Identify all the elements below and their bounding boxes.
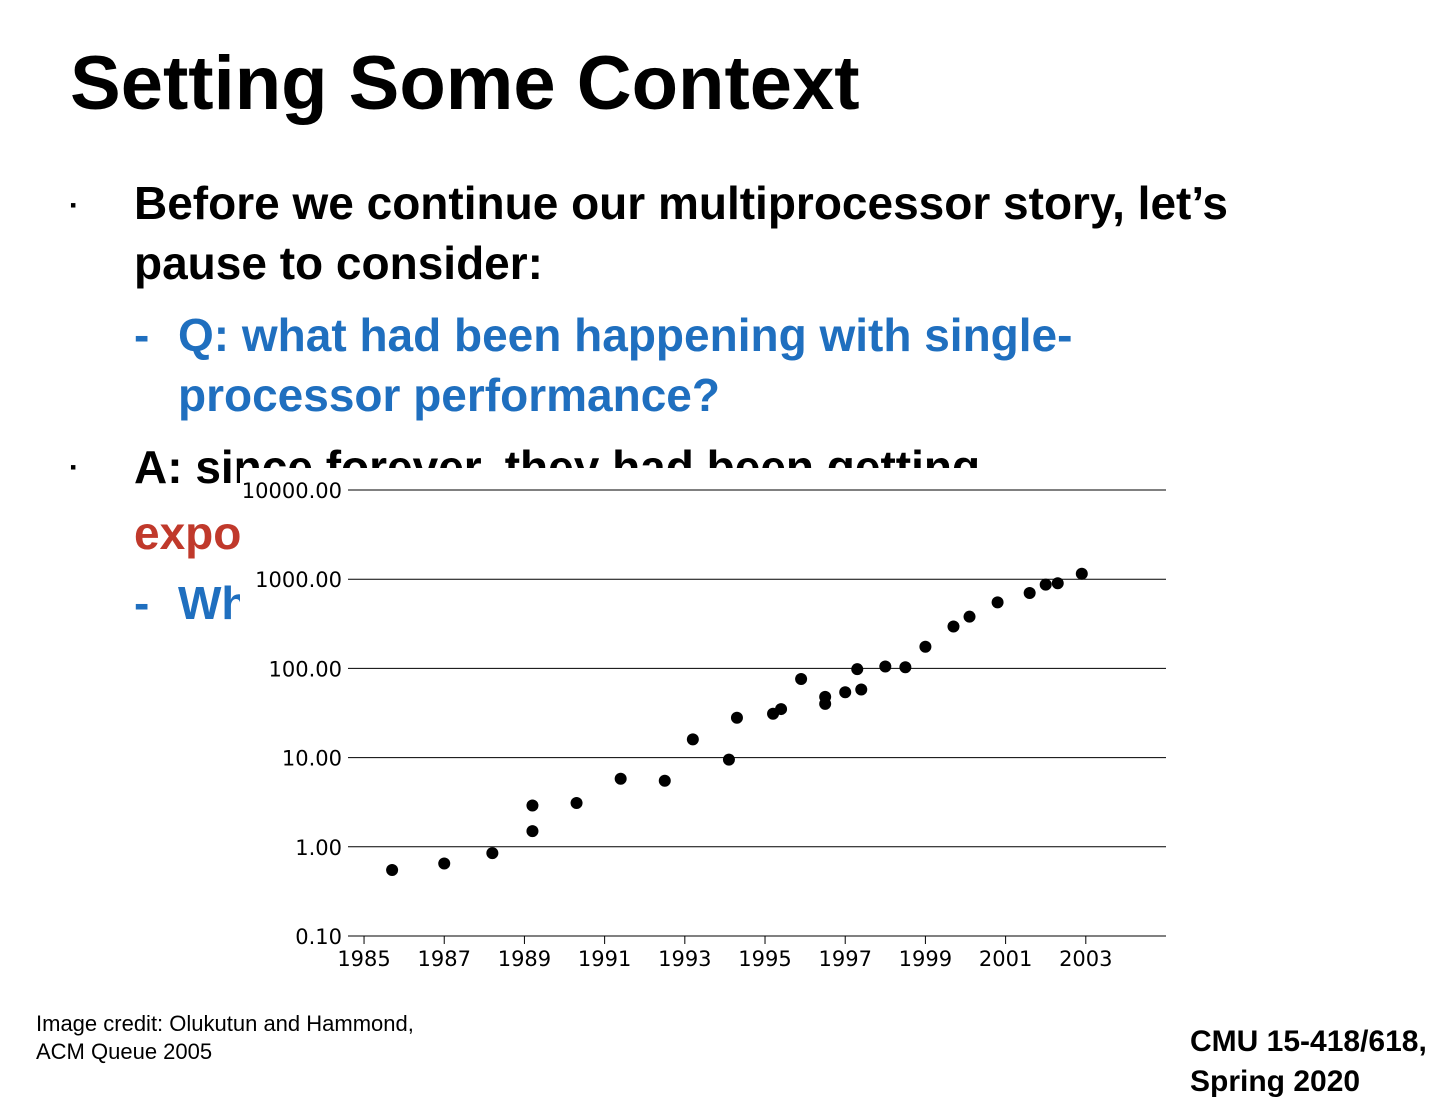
data-point	[947, 620, 960, 633]
y-tick-label: 10.00	[282, 747, 342, 771]
data-point	[686, 733, 699, 746]
credit-line2: ACM Queue 2005	[36, 1039, 213, 1064]
data-point	[526, 825, 539, 838]
subbullet2-line1: Wh	[178, 577, 250, 629]
footer-line2: Spring 2020	[1190, 1065, 1361, 1098]
data-point	[1051, 577, 1064, 590]
subbullet1-line1: Q: what had been happening with single-	[178, 309, 1073, 361]
data-point	[386, 863, 399, 876]
image-credit: Image credit: Olukutun and Hammond, ACM …	[36, 1010, 414, 1066]
subbullet-dash: -	[134, 577, 150, 629]
data-point	[819, 697, 832, 710]
x-tick-label: 2001	[979, 947, 1032, 971]
data-point	[855, 683, 868, 696]
footer-line1: CMU 15-418/618,	[1190, 1025, 1427, 1058]
data-point	[722, 753, 735, 766]
x-tick-label: 1987	[418, 947, 471, 971]
data-point	[1023, 587, 1036, 600]
data-point	[839, 686, 852, 699]
slide-title: Setting Some Context	[70, 41, 860, 126]
y-tick-label: 0.10	[295, 925, 342, 949]
data-point	[899, 661, 912, 674]
data-point	[963, 610, 976, 623]
x-tick-label: 1993	[658, 947, 711, 971]
course-footer: CMU 15-418/618, Spring 2020	[1190, 1022, 1427, 1102]
y-tick-label: 100.00	[269, 657, 342, 681]
x-tick-label: 1997	[818, 947, 871, 971]
data-point	[879, 660, 892, 673]
credit-line1: Image credit: Olukutun and Hammond,	[36, 1011, 414, 1036]
y-tick-label: 1000.00	[255, 568, 342, 592]
data-point	[614, 772, 627, 785]
subbullet-dash: -	[134, 309, 150, 361]
y-tick-label: 10000.00	[242, 479, 342, 503]
bullet-marker: ▪	[70, 457, 77, 477]
data-point	[658, 774, 671, 787]
data-point	[919, 640, 932, 653]
data-point	[1075, 567, 1088, 580]
data-point	[991, 596, 1004, 609]
x-tick-label: 1995	[738, 947, 791, 971]
y-tick-label: 1.00	[295, 836, 342, 860]
bullet1-line2: pause to consider:	[134, 237, 543, 289]
data-point	[775, 703, 788, 716]
data-point	[570, 796, 583, 809]
x-tick-label: 1999	[899, 947, 952, 971]
bullet1-line1: Before we continue our multiprocessor st…	[134, 177, 1229, 229]
data-point	[486, 847, 499, 860]
x-tick-label: 1985	[337, 947, 390, 971]
performance-chart: 10000.00 1000.00 100.00 10.00 1.00 0.10 1985 19…	[240, 468, 1180, 980]
bullet2-line2: expo	[134, 507, 242, 559]
data-point	[1039, 578, 1052, 591]
data-point	[730, 711, 743, 724]
x-tick-label: 1991	[578, 947, 631, 971]
x-tick-label: 2003	[1059, 947, 1112, 971]
x-tick-label: 1989	[498, 947, 551, 971]
data-point	[438, 857, 451, 870]
subbullet1-line2: processor performance?	[178, 369, 720, 421]
data-point	[526, 799, 539, 812]
data-point	[851, 663, 864, 676]
bullet-marker: ▪	[70, 195, 77, 215]
data-point	[795, 673, 808, 686]
